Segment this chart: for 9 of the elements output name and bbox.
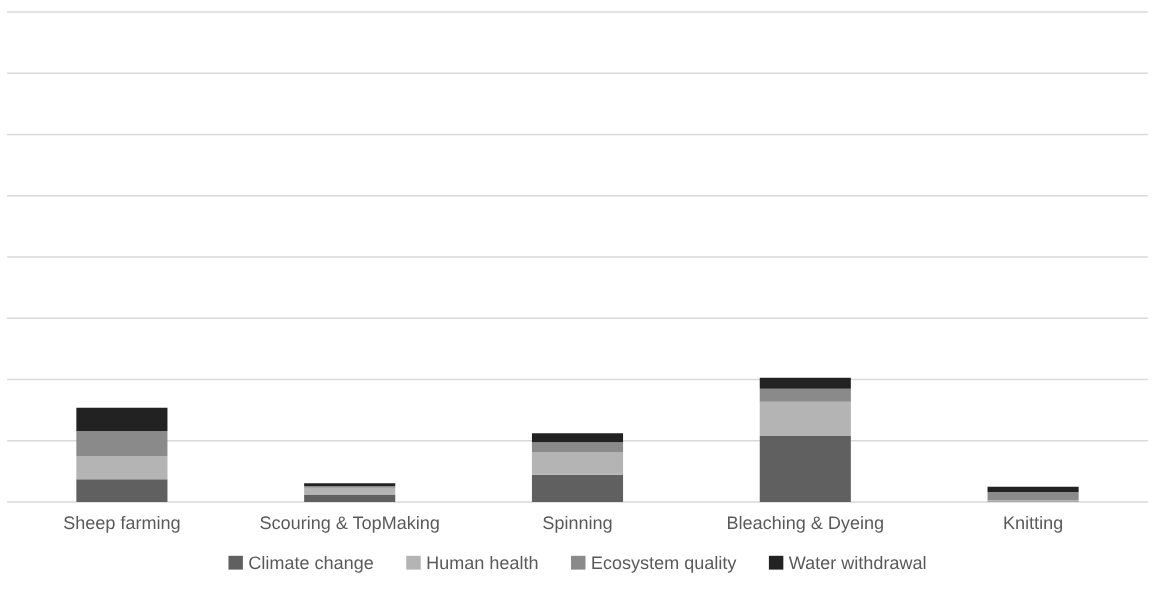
x-tick-label: Spinning [543, 515, 612, 533]
legend-label: Water withdrawal [788, 555, 926, 570]
legend-label: Ecosystem quality [592, 555, 737, 573]
x-tick-label: Knitting [1004, 515, 1063, 533]
legend-label: Human health [427, 555, 538, 570]
x-tick-label: Sheep farming [64, 515, 180, 533]
x-tick-label: Scouring & TopMaking [260, 515, 439, 533]
legend-label: Climate change [249, 555, 373, 573]
x-tick-label: Bleaching & Dyeing [727, 515, 883, 533]
